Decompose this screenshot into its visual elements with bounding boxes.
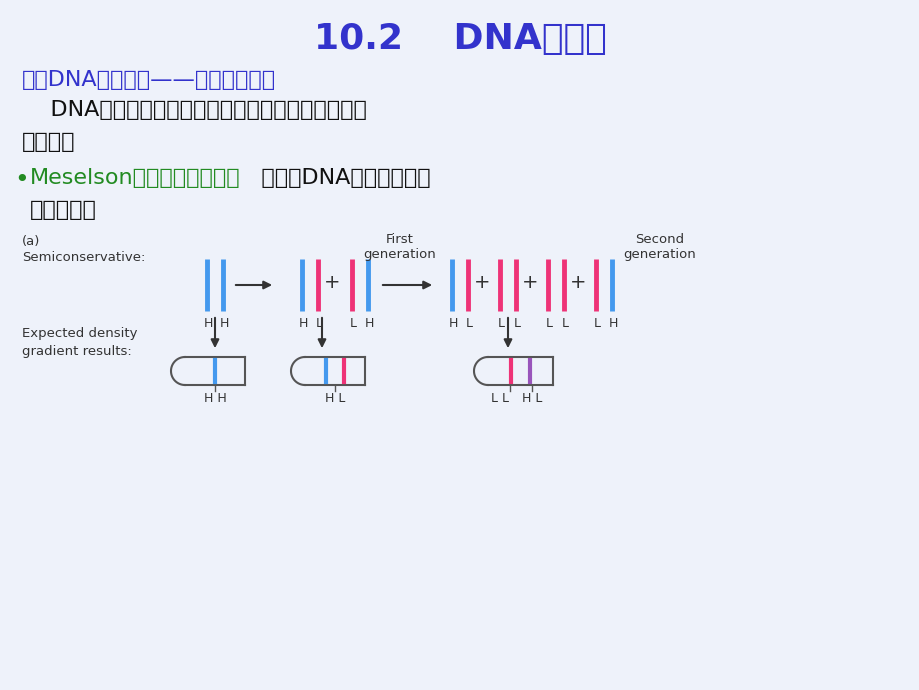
Text: •: • <box>14 168 28 192</box>
Text: H L: H L <box>521 392 541 405</box>
Text: L: L <box>465 317 472 330</box>
Text: L: L <box>497 317 504 330</box>
Text: H H: H H <box>203 392 226 405</box>
Text: 一、DNA复制原则——半保留性复制: 一、DNA复制原则——半保留性复制 <box>22 70 276 90</box>
Text: H: H <box>607 317 617 330</box>
Text: L: L <box>561 317 568 330</box>
Text: L: L <box>315 317 323 330</box>
Text: +: + <box>473 273 490 291</box>
Text: L: L <box>513 317 520 330</box>
Text: H: H <box>219 317 229 330</box>
Text: Expected density
gradient results:: Expected density gradient results: <box>22 327 137 358</box>
Text: 10.2    DNA的复制: 10.2 DNA的复制 <box>313 22 606 56</box>
Text: +: + <box>569 273 585 291</box>
Text: H L: H L <box>324 392 345 405</box>
Text: H: H <box>364 317 373 330</box>
Text: DNA复制方式有三种可能性，即全保留、半保留和: DNA复制方式有三种可能性，即全保留、半保留和 <box>22 100 367 120</box>
Text: 复制机理。: 复制机理。 <box>30 200 96 220</box>
Text: (a): (a) <box>22 235 40 248</box>
Text: L L: L L <box>491 392 508 405</box>
Text: Second
generation: Second generation <box>623 233 696 261</box>
Text: H: H <box>298 317 307 330</box>
Text: L: L <box>545 317 552 330</box>
Text: H: H <box>203 317 212 330</box>
Text: First
generation: First generation <box>363 233 436 261</box>
Text: H: H <box>448 317 457 330</box>
Text: +: + <box>323 273 340 291</box>
Text: Meselson等的氮同位素试验: Meselson等的氮同位素试验 <box>30 168 241 188</box>
Text: L: L <box>349 317 357 330</box>
Text: Semiconservative:: Semiconservative: <box>22 251 145 264</box>
Text: L: L <box>593 317 600 330</box>
Text: +: + <box>521 273 538 291</box>
Text: 证明了DNA复制为半保留: 证明了DNA复制为半保留 <box>240 168 430 188</box>
Text: 分散式。: 分散式。 <box>22 132 75 152</box>
